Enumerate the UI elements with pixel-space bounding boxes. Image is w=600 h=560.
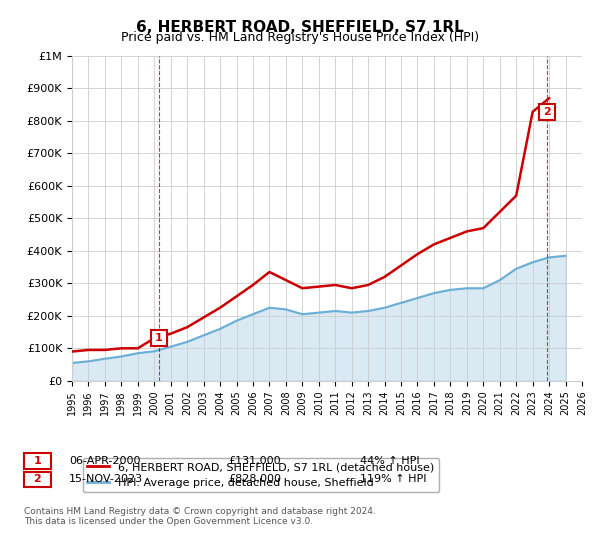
Text: 2: 2 — [34, 474, 41, 484]
Text: £131,000: £131,000 — [228, 456, 281, 466]
Text: 119% ↑ HPI: 119% ↑ HPI — [360, 474, 427, 484]
Text: 2: 2 — [543, 107, 551, 117]
Text: 1: 1 — [34, 456, 41, 466]
Text: Price paid vs. HM Land Registry's House Price Index (HPI): Price paid vs. HM Land Registry's House … — [121, 31, 479, 44]
Text: 44% ↑ HPI: 44% ↑ HPI — [360, 456, 419, 466]
Text: 6, HERBERT ROAD, SHEFFIELD, S7 1RL: 6, HERBERT ROAD, SHEFFIELD, S7 1RL — [136, 20, 464, 35]
Text: £828,000: £828,000 — [228, 474, 281, 484]
Text: 1: 1 — [155, 333, 163, 343]
Text: 15-NOV-2023: 15-NOV-2023 — [69, 474, 143, 484]
Text: 06-APR-2000: 06-APR-2000 — [69, 456, 140, 466]
Legend: 6, HERBERT ROAD, SHEFFIELD, S7 1RL (detached house), HPI: Average price, detache: 6, HERBERT ROAD, SHEFFIELD, S7 1RL (deta… — [83, 458, 439, 492]
Text: Contains HM Land Registry data © Crown copyright and database right 2024.
This d: Contains HM Land Registry data © Crown c… — [24, 507, 376, 526]
